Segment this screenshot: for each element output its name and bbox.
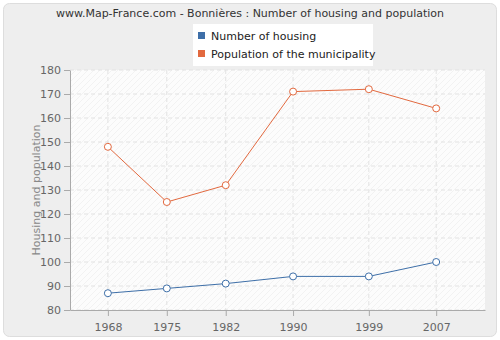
y-axis: 80 90 100 110 120 130 140 150 160 170 180 [40, 64, 71, 317]
tick: 150 [40, 136, 70, 149]
series-line [108, 262, 436, 293]
grid-line [70, 190, 485, 191]
legend-label: Population of the municipality [211, 48, 376, 61]
grid-line [107, 70, 108, 310]
tick-mark [64, 286, 70, 287]
tick: 160 [40, 112, 70, 125]
tick: 1990 [280, 310, 308, 334]
marker [104, 143, 111, 150]
marker [104, 290, 111, 297]
tick: 130 [40, 184, 70, 197]
axis-line [71, 310, 486, 311]
legend-label: Number of housing [211, 30, 316, 43]
tick-mark [64, 310, 70, 311]
tick: 1999 [355, 310, 383, 334]
grid-line [70, 94, 485, 95]
marker [290, 273, 297, 280]
grid-line [70, 262, 485, 263]
tick-label: 100 [40, 256, 61, 269]
marker [222, 182, 229, 189]
grid-line [166, 70, 167, 310]
tick-label: 1990 [280, 321, 308, 334]
tick-label: 180 [40, 64, 61, 77]
marker [163, 199, 170, 206]
x-axis: 1968 1975 1982 1990 1999 2007 [71, 310, 486, 334]
tick-label: 1968 [94, 321, 122, 334]
legend-swatch [198, 50, 205, 57]
title: www.Map-France.com - Bonnières : Number … [56, 7, 444, 20]
tick-mark [64, 262, 70, 263]
marker [365, 86, 372, 93]
tick-label: 140 [40, 160, 61, 173]
tick-label: 80 [47, 304, 61, 317]
tick-mark [108, 310, 109, 316]
marker [163, 285, 170, 292]
plot-area [70, 70, 485, 310]
series-group [104, 86, 439, 297]
grid-line [70, 286, 485, 287]
marker [433, 259, 440, 266]
tick: 90 [47, 280, 70, 293]
tick: 110 [40, 232, 70, 245]
background [0, 0, 500, 340]
tick-mark [293, 310, 294, 316]
tick: 80 [47, 304, 70, 317]
tick: 1968 [94, 310, 122, 334]
tick-mark [226, 310, 227, 316]
grid-line [70, 238, 485, 239]
tick: 170 [40, 88, 70, 101]
tick-mark [64, 142, 70, 143]
tick-mark [64, 238, 70, 239]
axis-title: Housing and population [30, 125, 43, 256]
tick-label: 120 [40, 208, 61, 221]
marker [290, 88, 297, 95]
tick-label: 90 [47, 280, 61, 293]
tick: 2007 [423, 310, 451, 334]
tick-mark [64, 166, 70, 167]
series-line [108, 89, 436, 202]
legend-swatch [198, 32, 205, 39]
marker [433, 105, 440, 112]
tick-mark [436, 310, 437, 316]
tick-label: 170 [40, 88, 61, 101]
plot: 8090100110120130140150160170180196819751… [40, 64, 486, 334]
tick-label: 110 [40, 232, 61, 245]
chart: 8090100110120130140150160170180196819751… [0, 0, 500, 340]
marker [365, 273, 372, 280]
tick-label: 1982 [212, 321, 240, 334]
tick: 140 [40, 160, 70, 173]
grid-line [70, 70, 485, 71]
tick-mark [64, 118, 70, 119]
tick-mark [64, 70, 70, 71]
tick-label: 160 [40, 112, 61, 125]
tick: 1982 [212, 310, 240, 334]
tick: 120 [40, 208, 70, 221]
tick-label: 1999 [355, 321, 383, 334]
grid-line [70, 166, 485, 167]
grid-line [225, 70, 226, 310]
tick-mark [64, 190, 70, 191]
legend: Number of housing Population of the munic… [193, 24, 376, 66]
tick-mark [167, 310, 168, 316]
tick: 100 [40, 256, 70, 269]
grid-line [70, 118, 485, 119]
grid [70, 70, 485, 310]
tick-label: 150 [40, 136, 61, 149]
tick: 1975 [153, 310, 181, 334]
grid-line [70, 142, 485, 143]
grid-line [70, 214, 485, 215]
tick-mark [64, 94, 70, 95]
tick-label: 2007 [423, 321, 451, 334]
marker [222, 280, 229, 287]
tick: 180 [40, 64, 70, 77]
tick-label: 1975 [153, 321, 181, 334]
axis-line [70, 71, 71, 311]
tick-mark [64, 214, 70, 215]
tick-label: 130 [40, 184, 61, 197]
tick-mark [369, 310, 370, 316]
frame [4, 4, 497, 337]
grid-line [70, 310, 485, 311]
